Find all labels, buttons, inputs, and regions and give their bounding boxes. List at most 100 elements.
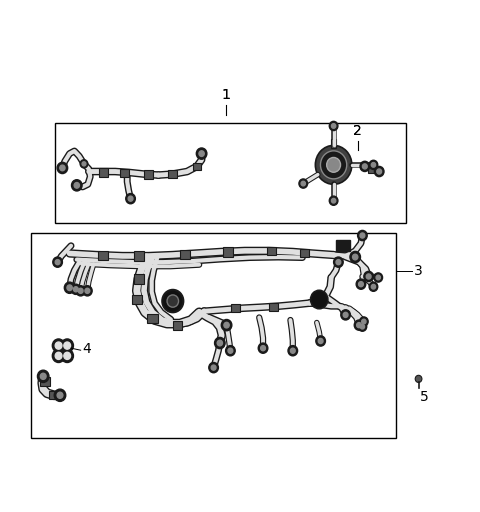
Circle shape <box>258 343 268 353</box>
Circle shape <box>228 348 233 353</box>
Circle shape <box>53 257 62 267</box>
Circle shape <box>336 260 341 265</box>
Circle shape <box>221 319 232 331</box>
Circle shape <box>128 196 133 201</box>
Circle shape <box>71 284 81 294</box>
Circle shape <box>376 275 381 280</box>
Bar <box>134 274 144 284</box>
Circle shape <box>369 282 378 291</box>
Circle shape <box>167 295 179 307</box>
Circle shape <box>352 254 358 260</box>
Circle shape <box>74 183 79 188</box>
Bar <box>168 170 177 178</box>
Circle shape <box>357 323 361 328</box>
Circle shape <box>329 196 338 205</box>
Circle shape <box>211 365 216 370</box>
Circle shape <box>329 121 338 131</box>
Text: 1: 1 <box>221 89 230 102</box>
Circle shape <box>290 348 295 353</box>
Circle shape <box>327 158 340 172</box>
Circle shape <box>64 282 75 293</box>
Circle shape <box>78 288 83 293</box>
Bar <box>120 169 129 177</box>
Circle shape <box>301 181 305 186</box>
Text: 5: 5 <box>420 390 429 404</box>
Bar <box>99 168 108 177</box>
Circle shape <box>52 349 65 362</box>
Circle shape <box>377 169 382 174</box>
Circle shape <box>288 346 298 356</box>
Circle shape <box>359 282 363 287</box>
Circle shape <box>366 274 371 279</box>
Bar <box>144 170 153 179</box>
Bar <box>267 247 276 255</box>
Circle shape <box>341 310 350 320</box>
Circle shape <box>55 342 62 349</box>
Bar <box>134 251 144 261</box>
Circle shape <box>371 163 375 167</box>
Circle shape <box>55 352 62 359</box>
Bar <box>49 391 59 399</box>
Circle shape <box>52 339 65 352</box>
Circle shape <box>80 160 88 168</box>
Circle shape <box>57 392 63 398</box>
Bar <box>331 139 336 148</box>
Circle shape <box>364 271 373 282</box>
Circle shape <box>162 290 183 312</box>
Circle shape <box>126 194 135 204</box>
Circle shape <box>37 370 49 382</box>
Bar <box>147 314 158 323</box>
Circle shape <box>217 340 223 346</box>
Circle shape <box>64 352 71 359</box>
Circle shape <box>83 286 92 296</box>
Circle shape <box>360 325 365 329</box>
Bar <box>336 240 350 251</box>
Circle shape <box>350 251 360 263</box>
Circle shape <box>64 342 71 349</box>
Circle shape <box>360 161 370 172</box>
Circle shape <box>54 389 66 401</box>
Circle shape <box>85 288 90 293</box>
Text: 2: 2 <box>353 124 362 138</box>
Circle shape <box>331 198 336 203</box>
Text: 4: 4 <box>83 342 91 356</box>
Circle shape <box>224 323 229 328</box>
Circle shape <box>299 179 308 188</box>
Bar <box>98 251 108 260</box>
Circle shape <box>372 285 376 289</box>
Bar <box>173 321 182 330</box>
Circle shape <box>358 230 367 241</box>
Circle shape <box>57 162 68 174</box>
Circle shape <box>196 148 207 159</box>
Text: 1: 1 <box>221 88 230 102</box>
Text: 3: 3 <box>414 264 422 279</box>
Circle shape <box>362 164 367 169</box>
Circle shape <box>331 124 336 128</box>
Circle shape <box>60 165 65 170</box>
Circle shape <box>369 160 378 169</box>
Bar <box>300 249 309 257</box>
Circle shape <box>261 346 265 351</box>
Circle shape <box>316 336 325 346</box>
Text: 2: 2 <box>353 124 362 138</box>
Circle shape <box>358 322 367 331</box>
Bar <box>40 377 50 386</box>
Circle shape <box>82 162 86 166</box>
Circle shape <box>73 287 78 292</box>
Circle shape <box>215 337 225 349</box>
Circle shape <box>226 346 235 356</box>
Bar <box>223 247 233 257</box>
Circle shape <box>311 290 328 309</box>
Circle shape <box>360 233 365 238</box>
Circle shape <box>360 317 368 326</box>
Circle shape <box>209 362 218 373</box>
Circle shape <box>354 320 364 330</box>
Circle shape <box>374 166 384 177</box>
Circle shape <box>315 145 352 184</box>
Bar <box>231 304 240 312</box>
Circle shape <box>356 279 366 289</box>
Circle shape <box>199 151 204 157</box>
Bar <box>368 165 376 173</box>
Bar <box>132 295 142 304</box>
Bar <box>269 303 278 310</box>
